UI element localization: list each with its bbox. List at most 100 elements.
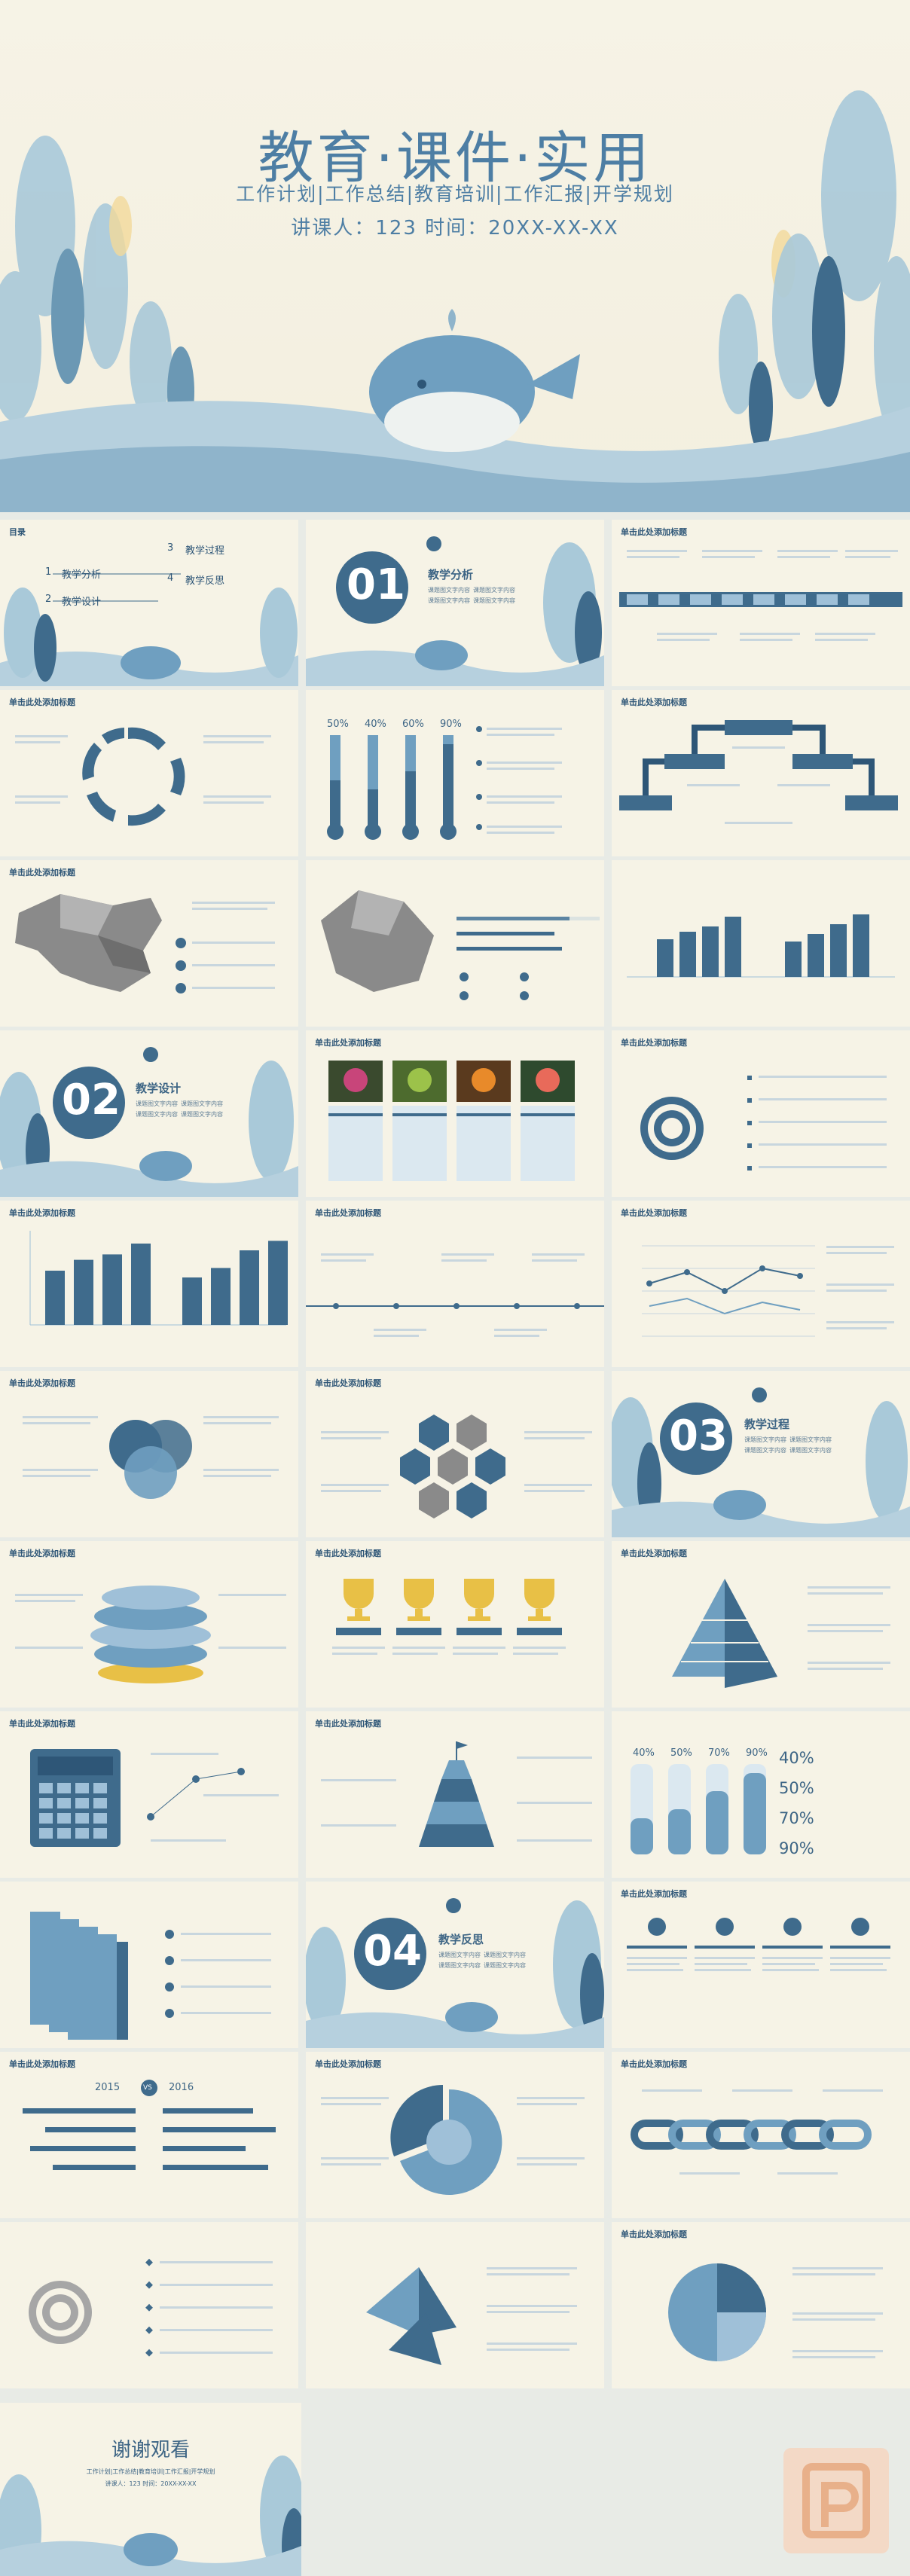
section-04-sub-4: 课题图文字内容 bbox=[484, 1962, 526, 1969]
section-04-sub-2: 课题图文字内容 bbox=[438, 1962, 481, 1969]
slide-calculator[interactable]: 单击此处添加标题 bbox=[0, 1711, 298, 1878]
slide-heading: 单击此处添加标题 bbox=[621, 1208, 687, 1218]
thanks-title: 谢谢观看 bbox=[111, 2439, 190, 2462]
slide-province-map[interactable] bbox=[306, 860, 604, 1027]
section-01-sub-1: 课题图文字内容 bbox=[428, 587, 470, 594]
section-04-number: 04 bbox=[363, 1927, 422, 1976]
vs-badge: VS bbox=[143, 2084, 152, 2092]
thermo-fill bbox=[443, 744, 453, 826]
slide-step-pyramid[interactable]: 单击此处添加标题 bbox=[306, 1711, 604, 1878]
tube-fill bbox=[668, 1809, 691, 1854]
hero-lecturer: 讲课人：123 时间：20XX-XX-XX bbox=[291, 217, 619, 240]
toc-item-4-num: 4 bbox=[167, 572, 174, 584]
slide-four-circles[interactable]: 单击此处添加标题 bbox=[612, 1882, 910, 2048]
slide-heading: 单击此处添加标题 bbox=[621, 1038, 687, 1048]
section-03-sub-1: 课题图文字内容 bbox=[744, 1436, 786, 1443]
slide-heading: 单击此处添加标题 bbox=[621, 697, 687, 707]
bar bbox=[131, 1244, 151, 1325]
slide-pyramid[interactable]: 单击此处添加标题 bbox=[612, 1541, 910, 1708]
slide-heading: 单击此处添加标题 bbox=[9, 697, 75, 707]
section-02-sub-1: 课题图文字内容 bbox=[136, 1100, 178, 1107]
slide-thanks[interactable]: 谢谢观看 工作计划|工作总结|教育培训|工作汇报|开学规划 讲课人：123 时间… bbox=[0, 2403, 301, 2576]
slide-hexagons[interactable]: 单击此处添加标题 bbox=[306, 1371, 604, 1537]
thermo-fill bbox=[368, 789, 378, 826]
slide-org-chart[interactable]: 单击此处添加标题 bbox=[612, 690, 910, 856]
slide-rings-list[interactable] bbox=[0, 2222, 298, 2388]
slide-thermometers[interactable]: 50% 40% 60% 90% bbox=[306, 690, 604, 856]
hero-title: 教育·课件·实用 bbox=[258, 126, 652, 191]
slide-heading: 单击此处添加标题 bbox=[621, 2059, 687, 2069]
section-02-sub-2: 课题图文字内容 bbox=[136, 1111, 178, 1118]
tube-side-4: 90% bbox=[779, 1839, 814, 1857]
toc-item-1-label[interactable]: 教学分析 bbox=[62, 569, 102, 581]
toc-item-4-label[interactable]: 教学反思 bbox=[185, 575, 225, 587]
brand-logo-icon bbox=[783, 2448, 889, 2553]
slide-heading: 单击此处添加标题 bbox=[315, 1719, 381, 1729]
slide-heading: 单击此处添加标题 bbox=[315, 1038, 381, 1048]
section-03-number: 03 bbox=[669, 1412, 728, 1460]
slide-stack-discs[interactable]: 单击此处添加标题 bbox=[0, 1541, 298, 1708]
whale-icon bbox=[369, 309, 580, 452]
slide-3d-sphere[interactable]: 单击此处添加标题 bbox=[612, 2222, 910, 2388]
toc-title: 目录 bbox=[9, 527, 26, 537]
bar bbox=[74, 1259, 93, 1325]
section-02-number: 02 bbox=[62, 1076, 121, 1125]
section-01-number: 01 bbox=[347, 560, 405, 609]
slide-chain[interactable]: 单击此处添加标题 bbox=[612, 2052, 910, 2218]
slide-line-chart[interactable]: 单击此处添加标题 bbox=[612, 1201, 910, 1367]
slide-bar-chart-2[interactable]: 单击此处添加标题 bbox=[0, 1201, 298, 1367]
tube-side-2: 50% bbox=[779, 1779, 814, 1797]
tube-label-4: 90% bbox=[746, 1747, 768, 1759]
bar bbox=[45, 1271, 65, 1325]
thermo-label-3: 60% bbox=[402, 719, 424, 730]
slide-section-03[interactable]: 03 教学过程 课题图文字内容 课题图文字内容 课题图文字内容 课题图文字内容 bbox=[612, 1371, 910, 1537]
section-03-sub-4: 课题图文字内容 bbox=[789, 1447, 832, 1454]
slide-dot-timeline[interactable]: 单击此处添加标题 bbox=[306, 1201, 604, 1367]
slide-trophies[interactable]: 单击此处添加标题 bbox=[306, 1541, 604, 1708]
slide-pie-3d[interactable]: 单击此处添加标题 bbox=[306, 2052, 604, 2218]
slide-bar-chart-1[interactable] bbox=[612, 860, 910, 1027]
slide-heading: 单击此处添加标题 bbox=[9, 1208, 75, 1218]
slide-target[interactable]: 单击此处添加标题 bbox=[612, 1030, 910, 1197]
slide-section-01[interactable]: 01 教学分析 课题图文字内容 课题图文字内容 课题图文字内容 课题图文字内容 bbox=[306, 520, 604, 686]
thermo-bulb bbox=[402, 823, 419, 840]
slide-photo-grid[interactable]: 单击此处添加标题 bbox=[306, 1030, 604, 1197]
slide-heading: 单击此处添加标题 bbox=[621, 527, 687, 537]
slide-3d-triangles[interactable] bbox=[306, 2222, 604, 2388]
thermo-bulb bbox=[327, 823, 344, 840]
thermo-label-2: 40% bbox=[365, 719, 386, 730]
section-02-title: 教学设计 bbox=[136, 1082, 182, 1095]
slide-section-02[interactable]: 02 教学设计 课题图文字内容 课题图文字内容 课题图文字内容 课题图文字内容 bbox=[0, 1030, 298, 1197]
slide-books[interactable] bbox=[0, 1882, 298, 2048]
slide-tubes[interactable]: 40% 50% 70% 90% 40% 50% 70% 90% bbox=[612, 1711, 910, 1878]
toc-item-3-label[interactable]: 教学过程 bbox=[185, 545, 225, 557]
slide-heading: 单击此处添加标题 bbox=[315, 1378, 381, 1388]
year-right: 2016 bbox=[169, 2082, 194, 2093]
thermo-fill bbox=[330, 780, 340, 826]
slide-section-04[interactable]: 04 教学反思 课题图文字内容 课题图文字内容 课题图文字内容 课题图文字内容 bbox=[306, 1882, 604, 2048]
section-03-title: 教学过程 bbox=[744, 1418, 790, 1431]
bar bbox=[211, 1268, 231, 1325]
tube-side-1: 40% bbox=[779, 1749, 814, 1767]
thanks-subtitle: 工作计划|工作总结|教育培训|工作汇报|开学规划 bbox=[86, 2468, 215, 2475]
bar bbox=[268, 1241, 288, 1325]
slide-cycle[interactable]: 单击此处添加标题 bbox=[0, 690, 298, 856]
hero-illustration bbox=[0, 90, 910, 512]
tube-side-3: 70% bbox=[779, 1809, 814, 1827]
slide-timeline-arrows[interactable]: 单击此处添加标题 bbox=[612, 520, 910, 686]
slide-china-map[interactable]: 单击此处添加标题 bbox=[0, 860, 298, 1027]
thermo-bulb bbox=[365, 823, 381, 840]
slide-heading: 单击此处添加标题 bbox=[9, 1549, 75, 1558]
slide-toc[interactable]: 目录 1 教学分析 2 教学设计 3 教学过程 4 教学反思 bbox=[0, 520, 298, 686]
thermo-label-4: 90% bbox=[440, 719, 462, 730]
hero-slide[interactable]: 教育·课件·实用 工作计划|工作总结|教育培训|工作汇报|开学规划 讲课人：12… bbox=[0, 0, 910, 512]
slide-heading: 单击此处添加标题 bbox=[9, 2059, 75, 2069]
slide-heading: 单击此处添加标题 bbox=[621, 1889, 687, 1899]
tube-fill bbox=[744, 1773, 766, 1854]
toc-item-3-num: 3 bbox=[167, 542, 174, 554]
slide-venn[interactable]: 单击此处添加标题 bbox=[0, 1371, 298, 1537]
slide-vs-compare[interactable]: 单击此处添加标题 2015 VS 2016 bbox=[0, 2052, 298, 2218]
toc-item-2-label[interactable]: 教学设计 bbox=[62, 597, 102, 608]
tube-fill bbox=[631, 1818, 653, 1854]
slide-heading: 单击此处添加标题 bbox=[9, 1719, 75, 1729]
